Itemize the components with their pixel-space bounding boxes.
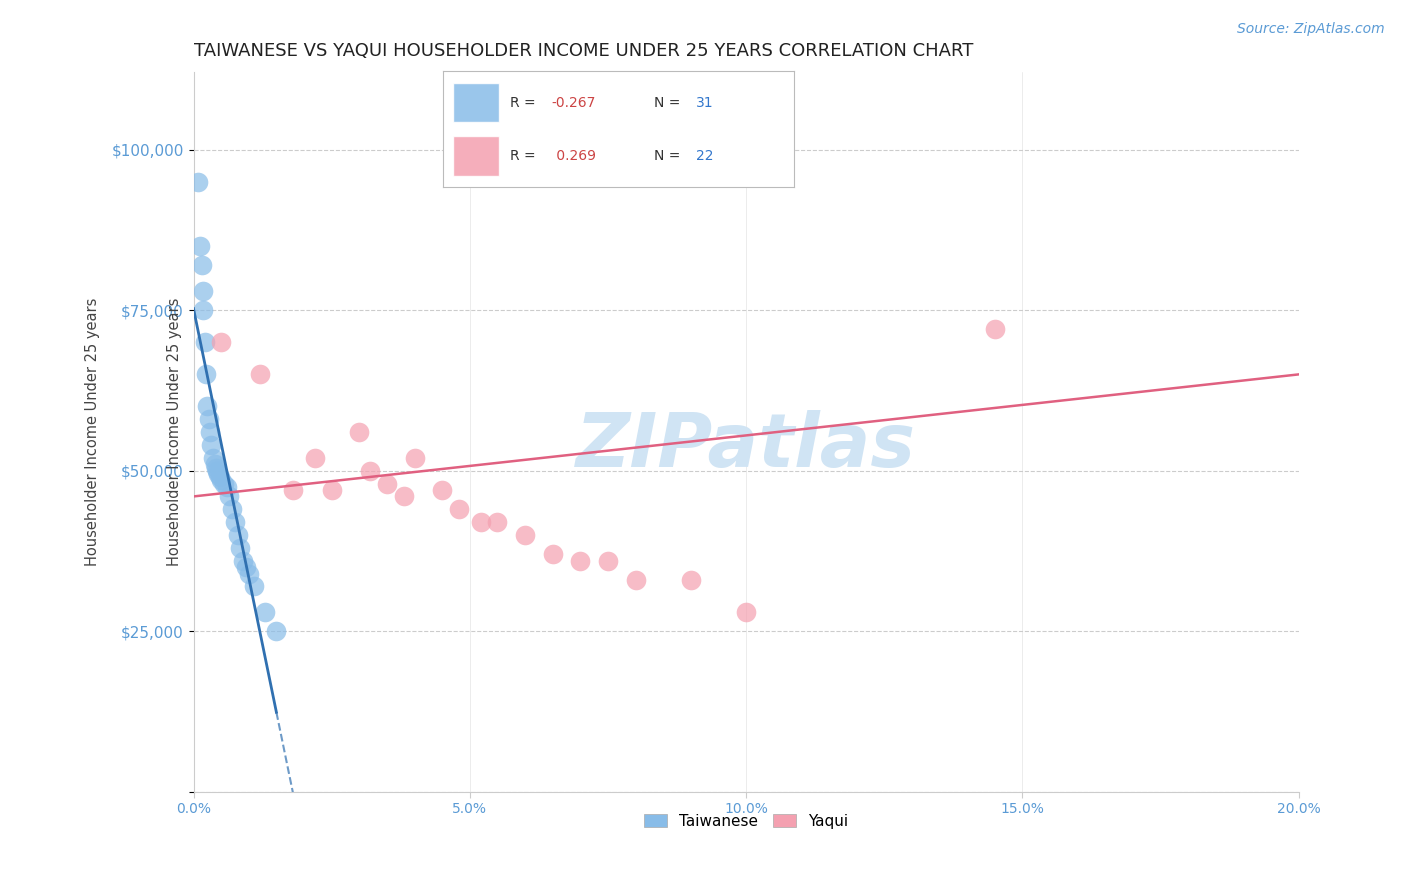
Point <box>193 284 215 298</box>
Point <box>486 515 509 529</box>
Point <box>205 464 228 478</box>
Point <box>198 425 221 440</box>
Legend: Taiwanese, Yaqui: Taiwanese, Yaqui <box>638 807 855 835</box>
Text: ZIPatlas: ZIPatlas <box>576 410 917 483</box>
Point <box>679 573 702 587</box>
Point <box>188 239 211 253</box>
Point <box>198 412 221 426</box>
Bar <box>453 136 499 176</box>
Point <box>541 547 564 561</box>
Text: 31: 31 <box>696 95 714 110</box>
Text: -0.267: -0.267 <box>551 95 596 110</box>
Point <box>470 515 492 529</box>
Point <box>735 605 758 619</box>
Point <box>513 528 536 542</box>
Point <box>193 303 215 318</box>
Text: N =: N = <box>654 149 685 163</box>
Point <box>238 566 260 581</box>
Point <box>359 464 381 478</box>
Point <box>232 554 254 568</box>
Point <box>266 624 288 639</box>
Point <box>304 450 326 465</box>
Point <box>194 368 217 382</box>
Point <box>392 490 415 504</box>
Point <box>193 335 215 350</box>
Point <box>375 476 398 491</box>
Bar <box>453 83 499 122</box>
Text: 0.269: 0.269 <box>551 149 596 163</box>
Text: 22: 22 <box>696 149 713 163</box>
Point <box>624 573 647 587</box>
Point <box>209 474 232 488</box>
Point <box>404 450 426 465</box>
Point <box>984 322 1007 336</box>
Point <box>226 528 249 542</box>
Point <box>254 605 277 619</box>
Point <box>447 502 470 516</box>
Point <box>218 490 240 504</box>
Point <box>224 515 246 529</box>
Point <box>321 483 343 497</box>
Point <box>349 425 371 440</box>
Point <box>281 483 304 497</box>
Point <box>204 458 226 472</box>
Point <box>212 476 235 491</box>
Point <box>569 554 592 568</box>
Text: R =: R = <box>509 149 540 163</box>
Point <box>432 483 454 497</box>
Point <box>187 175 209 189</box>
Point <box>221 502 243 516</box>
Text: N =: N = <box>654 95 685 110</box>
Point <box>209 335 232 350</box>
Text: Source: ZipAtlas.com: Source: ZipAtlas.com <box>1237 22 1385 37</box>
Point <box>201 450 224 465</box>
Point <box>208 470 231 484</box>
Text: R =: R = <box>509 95 540 110</box>
Point <box>596 554 619 568</box>
Point <box>229 541 252 555</box>
Point <box>215 480 238 494</box>
Y-axis label: Householder Income Under 25 years: Householder Income Under 25 years <box>167 298 183 566</box>
Point <box>191 258 214 272</box>
Point <box>235 560 257 574</box>
Point <box>249 368 271 382</box>
Point <box>195 400 218 414</box>
Point <box>204 460 226 475</box>
Point <box>200 438 222 452</box>
Point <box>207 467 229 481</box>
Point <box>243 579 266 593</box>
Y-axis label: Householder Income Under 25 years: Householder Income Under 25 years <box>86 298 100 566</box>
Text: TAIWANESE VS YAQUI HOUSEHOLDER INCOME UNDER 25 YEARS CORRELATION CHART: TAIWANESE VS YAQUI HOUSEHOLDER INCOME UN… <box>194 42 973 60</box>
